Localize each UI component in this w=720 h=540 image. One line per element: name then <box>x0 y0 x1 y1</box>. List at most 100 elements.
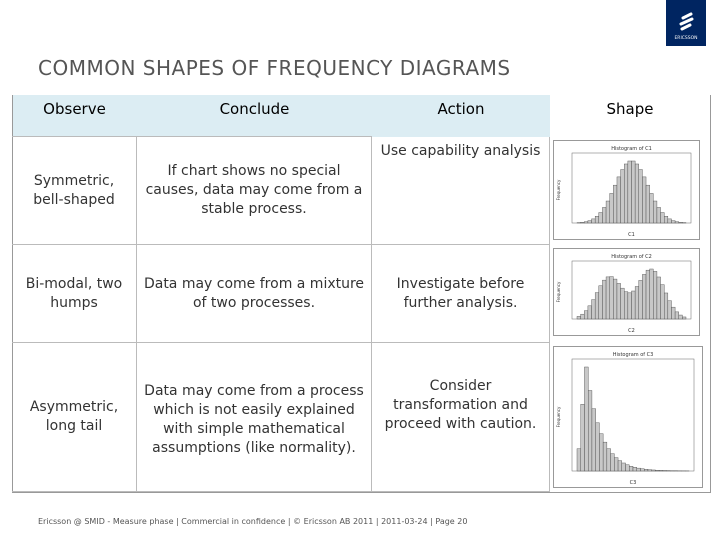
histogram-bar <box>642 176 647 224</box>
histogram-bar <box>584 310 589 320</box>
histogram-bar <box>632 467 637 472</box>
table-cell: Data may come from a mixture of two proc… <box>137 245 372 343</box>
figure-y-label: Frequency <box>556 281 561 302</box>
histogram-bar <box>616 283 621 320</box>
histogram-bar <box>663 292 669 320</box>
figure-y-label: Frequency <box>556 179 561 200</box>
histogram-bar <box>580 313 585 320</box>
histogram-bar <box>656 276 661 320</box>
histogram: Histogram of C1 C1 Frequency <box>556 146 692 238</box>
histogram-bar <box>620 287 625 320</box>
histogram-bar <box>591 218 596 224</box>
histogram-bar <box>649 193 654 224</box>
histogram-bar <box>605 200 610 224</box>
figure-x-label: C2 <box>628 328 635 334</box>
histogram-bar <box>631 160 636 224</box>
histogram-bar <box>627 160 632 224</box>
histogram-bar <box>591 408 596 472</box>
histogram-bar <box>624 163 629 224</box>
histogram-bar <box>599 433 604 472</box>
figure-y-label: Frequency <box>556 406 561 427</box>
histogram-bar <box>576 316 581 320</box>
table-cell: Use capability analysis <box>372 137 550 245</box>
histogram-bar <box>636 467 641 472</box>
histogram-bar <box>594 216 600 224</box>
histogram-bar <box>587 305 592 320</box>
histogram-bar <box>617 460 622 472</box>
histogram: Histogram of C3 C3 Frequency <box>556 352 695 486</box>
table-cell: Bi-modal, two humps <box>12 245 137 343</box>
histogram-bar <box>642 274 647 320</box>
histogram-bar <box>671 306 676 320</box>
histogram-bar <box>629 466 634 472</box>
figure-title: Histogram of C2 <box>611 254 652 260</box>
histogram-bar <box>598 285 603 320</box>
table-cell: Symmetric, bell-shaped <box>12 137 137 245</box>
histogram-bar <box>580 404 585 472</box>
header-divider <box>12 136 372 137</box>
table-cell: Investigate before further analysis. <box>372 245 550 343</box>
histogram-bar <box>660 284 665 320</box>
table-cell: If chart shows no special causes, data m… <box>137 137 372 245</box>
histogram-bar <box>602 441 608 472</box>
footer: Ericsson @ SMID - Measure phase | Commer… <box>38 517 468 526</box>
table-cell: Asymmetric, long tail <box>12 343 137 492</box>
histogram-bar <box>625 464 630 472</box>
histogram-figure: Histogram of C1 C1 Frequency <box>553 140 700 240</box>
histogram-bar <box>638 280 643 320</box>
histogram-bar <box>656 207 661 224</box>
histogram-bar <box>631 290 636 320</box>
histogram-bar <box>584 366 589 472</box>
table-cell: Consider transformation and proceed with… <box>372 343 550 492</box>
histogram-bar <box>658 470 664 472</box>
figure-x-label: C1 <box>628 232 635 238</box>
column-header: Action <box>372 95 550 137</box>
histogram-bar <box>645 269 650 320</box>
histogram-bar <box>602 207 607 224</box>
histogram-bar <box>613 184 618 224</box>
histogram-bar <box>634 286 639 320</box>
logo: ERICSSON <box>666 0 706 46</box>
histogram-bar <box>634 163 639 224</box>
histogram-bar <box>638 169 643 224</box>
column-header: Conclude <box>137 95 372 137</box>
histogram-bar <box>655 470 660 472</box>
column-header: Observe <box>12 95 137 137</box>
histogram-bar <box>613 278 618 320</box>
histogram-bar <box>678 222 683 224</box>
histogram-bar <box>653 200 658 224</box>
histogram-bar <box>667 218 672 224</box>
histogram-bar <box>598 212 603 224</box>
histogram-bar <box>587 220 592 224</box>
histogram-bar <box>584 221 589 224</box>
table-cell: Data may come from a process which is no… <box>137 343 372 492</box>
histogram-bar <box>674 311 679 320</box>
histogram-bar <box>624 291 629 320</box>
histogram-bar <box>591 299 596 320</box>
histogram-bar <box>606 448 611 472</box>
histogram-bar <box>671 220 676 224</box>
histogram: Histogram of C2 C2 Frequency <box>556 254 692 334</box>
histogram-bar <box>602 279 607 320</box>
histogram-figure: Histogram of C3 C3 Frequency <box>553 346 703 488</box>
histogram-bar <box>663 216 669 224</box>
column-header: Shape <box>550 95 710 137</box>
figure-title: Histogram of C1 <box>611 146 652 152</box>
histogram-bar <box>645 184 650 224</box>
histogram-bar <box>594 292 600 320</box>
histogram-bar <box>674 221 679 224</box>
figure-x-label: C3 <box>630 480 637 486</box>
logo-text: ERICSSON <box>674 36 698 41</box>
slide-title: COMMON SHAPES OF FREQUENCY DIAGRAMS <box>38 56 511 80</box>
histogram-bar <box>610 453 615 472</box>
histogram-bar <box>660 212 665 224</box>
histogram-bar <box>609 193 614 224</box>
histogram-bar <box>653 271 658 320</box>
histogram-bar <box>649 268 654 320</box>
logo-mark <box>679 12 694 31</box>
histogram-bar <box>647 469 652 472</box>
histogram-bar <box>609 276 614 320</box>
histogram-bar <box>595 422 600 472</box>
histogram-bar <box>605 276 610 320</box>
